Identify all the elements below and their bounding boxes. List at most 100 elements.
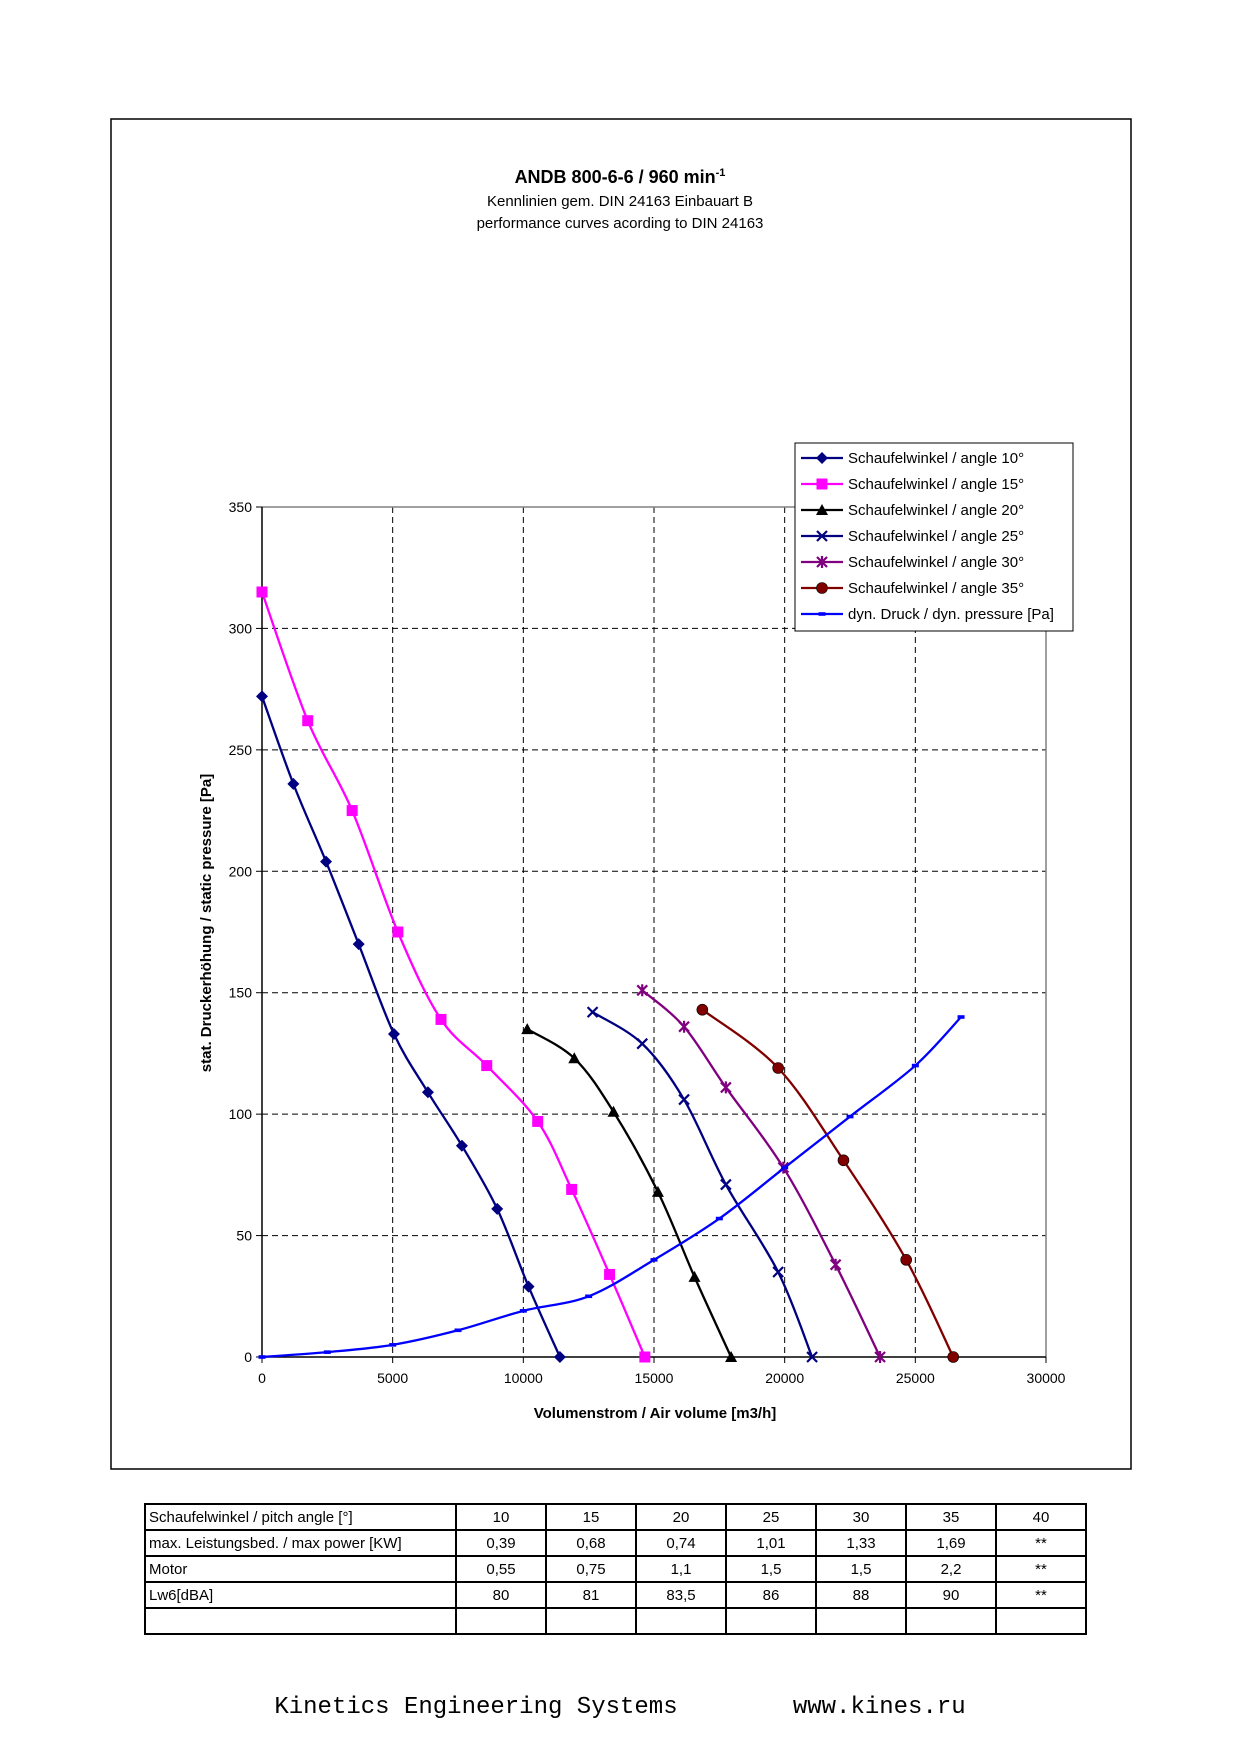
- legend-label: Schaufelwinkel / angle 25°: [848, 528, 1024, 545]
- table-row: max. Leistungsbed. / max power [KW] 0,39 0…: [144, 1529, 1087, 1557]
- data-point: [806, 1351, 818, 1363]
- data-point: [900, 1254, 912, 1266]
- chart-title-superscript: -1: [716, 167, 726, 179]
- data-point: [258, 1355, 266, 1359]
- footer: Kinetics Engineering Systems www.kines.r…: [0, 1694, 1240, 1721]
- data-point: [772, 1062, 784, 1074]
- data-point: [553, 1351, 566, 1363]
- legend-label: Schaufelwinkel / angle 35°: [848, 580, 1024, 597]
- data-point: [678, 1020, 690, 1033]
- y-tick-label: 250: [229, 742, 253, 758]
- spec-table: Schaufelwinkel / pitch angle [°] 10 15 20 25…: [144, 1503, 1087, 1635]
- table-cell: 0,55: [455, 1555, 547, 1583]
- x-tick-label: 20000: [765, 1370, 804, 1386]
- table-cell: 81: [545, 1581, 637, 1609]
- footer-url: www.kines.ru: [792, 1694, 966, 1721]
- table-cell: 0,39: [455, 1529, 547, 1557]
- table-cell: 80: [455, 1581, 547, 1609]
- table-cell: [545, 1607, 637, 1635]
- table-row-label: [144, 1607, 457, 1635]
- table-cell: 40: [995, 1503, 1087, 1531]
- data-point: [566, 1183, 578, 1195]
- legend-label: Schaufelwinkel / angle 15°: [848, 476, 1024, 493]
- data-point: [491, 1202, 504, 1215]
- data-point: [781, 1165, 789, 1170]
- table-row-label: Lw6[dBA]: [144, 1581, 457, 1609]
- data-point: [639, 1351, 651, 1363]
- data-point: [352, 938, 365, 951]
- table-cell: [995, 1607, 1087, 1635]
- data-point: [421, 1086, 434, 1099]
- table-cell: **: [995, 1555, 1087, 1583]
- data-point: [957, 1015, 965, 1019]
- data-point: [678, 1093, 690, 1106]
- data-point: [389, 1343, 397, 1347]
- data-point: [651, 1185, 664, 1197]
- table-row: Schaufelwinkel / pitch angle [°] 10 15 20 25…: [144, 1503, 1087, 1531]
- series-4: [636, 984, 886, 1363]
- table-cell: **: [995, 1529, 1087, 1557]
- series-line: [260, 591, 646, 1358]
- series-1: [256, 586, 651, 1363]
- footer-gap: [678, 1694, 793, 1721]
- data-point: [874, 1351, 886, 1363]
- x-tick-label: 30000: [1027, 1370, 1066, 1386]
- data-point: [911, 1063, 919, 1068]
- data-point: [454, 1328, 462, 1333]
- table-cell: 1,69: [905, 1529, 997, 1557]
- x-tick-label: 10000: [504, 1370, 543, 1386]
- x-tick-label: 25000: [896, 1370, 935, 1386]
- y-axis-label: stat. Druckerhöhung / static pressure [P…: [198, 774, 215, 1072]
- table-cell: 25: [725, 1503, 817, 1531]
- data-point: [287, 777, 300, 790]
- table-row: Motor 0,55 0,75 1,1 1,5 1,5 2,2 **: [144, 1555, 1087, 1583]
- series-0: [256, 690, 566, 1363]
- data-point: [720, 1081, 732, 1094]
- table-row: [144, 1607, 1087, 1635]
- data-point: [323, 1350, 331, 1354]
- table-cell: 0,74: [635, 1529, 727, 1557]
- table-cell: 0,68: [545, 1529, 637, 1557]
- data-point: [519, 1309, 527, 1313]
- data-point: [772, 1266, 784, 1278]
- data-point: [346, 805, 358, 817]
- table-cell: 88: [815, 1581, 907, 1609]
- series-3: [586, 1006, 818, 1363]
- data-point: [725, 1351, 738, 1362]
- data-point: [604, 1268, 616, 1280]
- table-row-label: Schaufelwinkel / pitch angle [°]: [144, 1503, 457, 1531]
- data-point: [650, 1258, 658, 1262]
- footer-company: Kinetics Engineering Systems: [274, 1694, 678, 1721]
- legend-label: Schaufelwinkel / angle 10°: [848, 450, 1024, 467]
- y-tick-label: 350: [229, 499, 253, 515]
- x-tick-label: 5000: [377, 1370, 408, 1386]
- chart-subtitle-1: Kennlinien gem. DIN 24163 Einbauart B: [487, 193, 753, 210]
- data-point: [696, 1003, 709, 1016]
- table-cell: 20: [635, 1503, 727, 1531]
- data-point: [522, 1280, 535, 1293]
- table-cell: 10: [455, 1503, 547, 1531]
- data-point: [521, 1023, 534, 1035]
- data-point: [256, 586, 268, 598]
- table-cell: 83,5: [635, 1581, 727, 1609]
- legend-label: Schaufelwinkel / angle 30°: [848, 554, 1024, 571]
- data-point: [688, 1270, 701, 1282]
- table-cell: 2,2: [905, 1555, 997, 1583]
- data-point: [636, 984, 649, 997]
- data-point: [435, 1013, 447, 1025]
- series-line: [260, 696, 561, 1358]
- data-point: [829, 1258, 842, 1271]
- table-cell: 1,5: [815, 1555, 907, 1583]
- table-row-label: Motor: [144, 1555, 457, 1583]
- chart-title-main: ANDB 800-6-6 / 960 min: [515, 167, 716, 187]
- data-point: [720, 1178, 732, 1191]
- data-point: [568, 1052, 581, 1064]
- data-point: [302, 715, 314, 727]
- table-cell: [905, 1607, 997, 1635]
- data-point: [256, 690, 268, 703]
- data-point: [320, 855, 333, 868]
- table-row: Lw6[dBA] 80 81 83,5 86 88 90 **: [144, 1581, 1087, 1609]
- table-cell: 1,1: [635, 1555, 727, 1583]
- data-point: [715, 1216, 723, 1221]
